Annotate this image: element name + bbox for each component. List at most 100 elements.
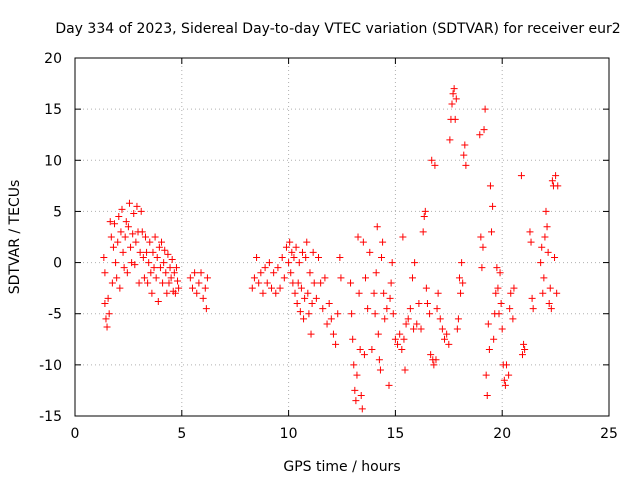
data-point: [319, 305, 327, 313]
data-point: [151, 233, 159, 241]
data-point: [545, 299, 553, 307]
data-point: [100, 253, 108, 261]
data-point: [394, 340, 402, 348]
chart-title: Day 334 of 2023, Sidereal Day-to-day VTE…: [55, 21, 620, 37]
data-point: [454, 315, 462, 323]
data-point: [493, 264, 501, 272]
data-point: [443, 330, 451, 338]
data-point: [298, 248, 306, 256]
data-point: [304, 289, 312, 297]
data-point: [376, 366, 384, 374]
data-point: [317, 279, 325, 287]
data-point: [263, 279, 271, 287]
data-point: [539, 289, 547, 297]
data-point: [155, 243, 163, 251]
data-point: [268, 284, 276, 292]
data-point: [255, 279, 263, 287]
data-point: [287, 269, 295, 277]
data-point: [455, 274, 463, 282]
data-point: [371, 310, 379, 318]
data-point: [290, 253, 298, 261]
data-point: [401, 366, 409, 374]
data-point: [547, 305, 555, 313]
data-point: [453, 325, 461, 333]
data-point: [375, 356, 383, 364]
data-point: [306, 269, 314, 277]
data-point: [141, 233, 149, 241]
data-point: [202, 305, 210, 313]
data-points: [100, 85, 562, 413]
data-point: [495, 310, 503, 318]
y-tick-label: -10: [39, 358, 62, 374]
data-point: [337, 274, 345, 282]
data-point: [430, 361, 438, 369]
data-point: [553, 289, 561, 297]
data-point: [130, 209, 138, 217]
data-point: [400, 335, 408, 343]
y-tick-label: -15: [39, 409, 62, 425]
data-point: [303, 238, 311, 246]
data-point: [272, 289, 280, 297]
data-point: [350, 361, 358, 369]
data-point: [111, 220, 119, 228]
x-tick-label: 5: [177, 426, 186, 442]
data-point: [380, 289, 388, 297]
data-point: [421, 207, 429, 215]
data-point: [398, 346, 406, 354]
data-point: [492, 289, 500, 297]
data-point: [507, 289, 515, 297]
data-point: [358, 405, 366, 413]
data-point: [165, 279, 173, 287]
data-point: [334, 310, 342, 318]
data-point: [101, 269, 109, 277]
data-point: [408, 274, 416, 282]
data-point: [484, 320, 492, 328]
data-point: [426, 310, 434, 318]
data-point: [122, 218, 130, 226]
data-point: [288, 248, 296, 256]
data-point: [129, 230, 137, 238]
data-point: [132, 238, 140, 246]
data-point: [276, 284, 284, 292]
data-point: [174, 277, 182, 285]
data-point: [450, 85, 458, 93]
data-point: [388, 259, 396, 267]
data-point: [143, 248, 151, 256]
data-point: [161, 246, 169, 254]
data-point: [391, 335, 399, 343]
data-point: [116, 284, 124, 292]
data-point: [381, 315, 389, 323]
data-point: [137, 207, 145, 215]
data-point: [294, 279, 302, 287]
data-point: [166, 264, 174, 272]
data-point: [136, 248, 144, 256]
data-point: [101, 299, 109, 307]
data-point: [355, 289, 363, 297]
data-point: [117, 228, 125, 236]
data-point: [518, 351, 526, 359]
data-point: [502, 361, 510, 369]
data-point: [297, 284, 305, 292]
data-point: [538, 243, 546, 251]
data-point: [366, 248, 374, 256]
grid: [75, 58, 609, 416]
data-point: [188, 284, 196, 292]
data-point: [348, 310, 356, 318]
x-tick-label: 20: [493, 426, 511, 442]
data-point: [109, 243, 117, 251]
data-point: [124, 223, 132, 231]
data-point: [191, 269, 199, 277]
data-point: [120, 264, 128, 272]
data-point: [301, 294, 309, 302]
data-point: [419, 228, 427, 236]
data-point: [399, 233, 407, 241]
y-tick-label: 0: [53, 256, 62, 272]
data-point: [448, 100, 456, 108]
data-point: [451, 115, 459, 123]
data-point: [543, 223, 551, 231]
data-point: [452, 95, 460, 103]
data-point: [103, 323, 111, 331]
data-point: [197, 269, 205, 277]
data-point: [106, 218, 114, 226]
data-point: [150, 264, 158, 272]
